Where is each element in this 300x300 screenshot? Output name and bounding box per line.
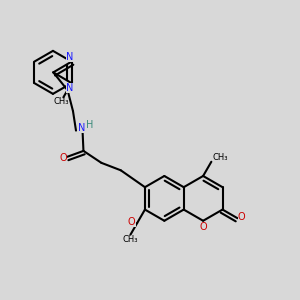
- Text: CH₃: CH₃: [213, 153, 228, 162]
- Text: N: N: [66, 83, 74, 94]
- Text: CH₃: CH₃: [54, 97, 69, 106]
- Text: N: N: [66, 52, 74, 62]
- Text: O: O: [238, 212, 245, 222]
- Text: O: O: [200, 222, 207, 232]
- Text: CH₃: CH₃: [122, 235, 138, 244]
- Text: O: O: [60, 153, 68, 163]
- Text: H: H: [86, 120, 93, 130]
- Text: N: N: [78, 123, 85, 133]
- Text: O: O: [128, 217, 136, 227]
